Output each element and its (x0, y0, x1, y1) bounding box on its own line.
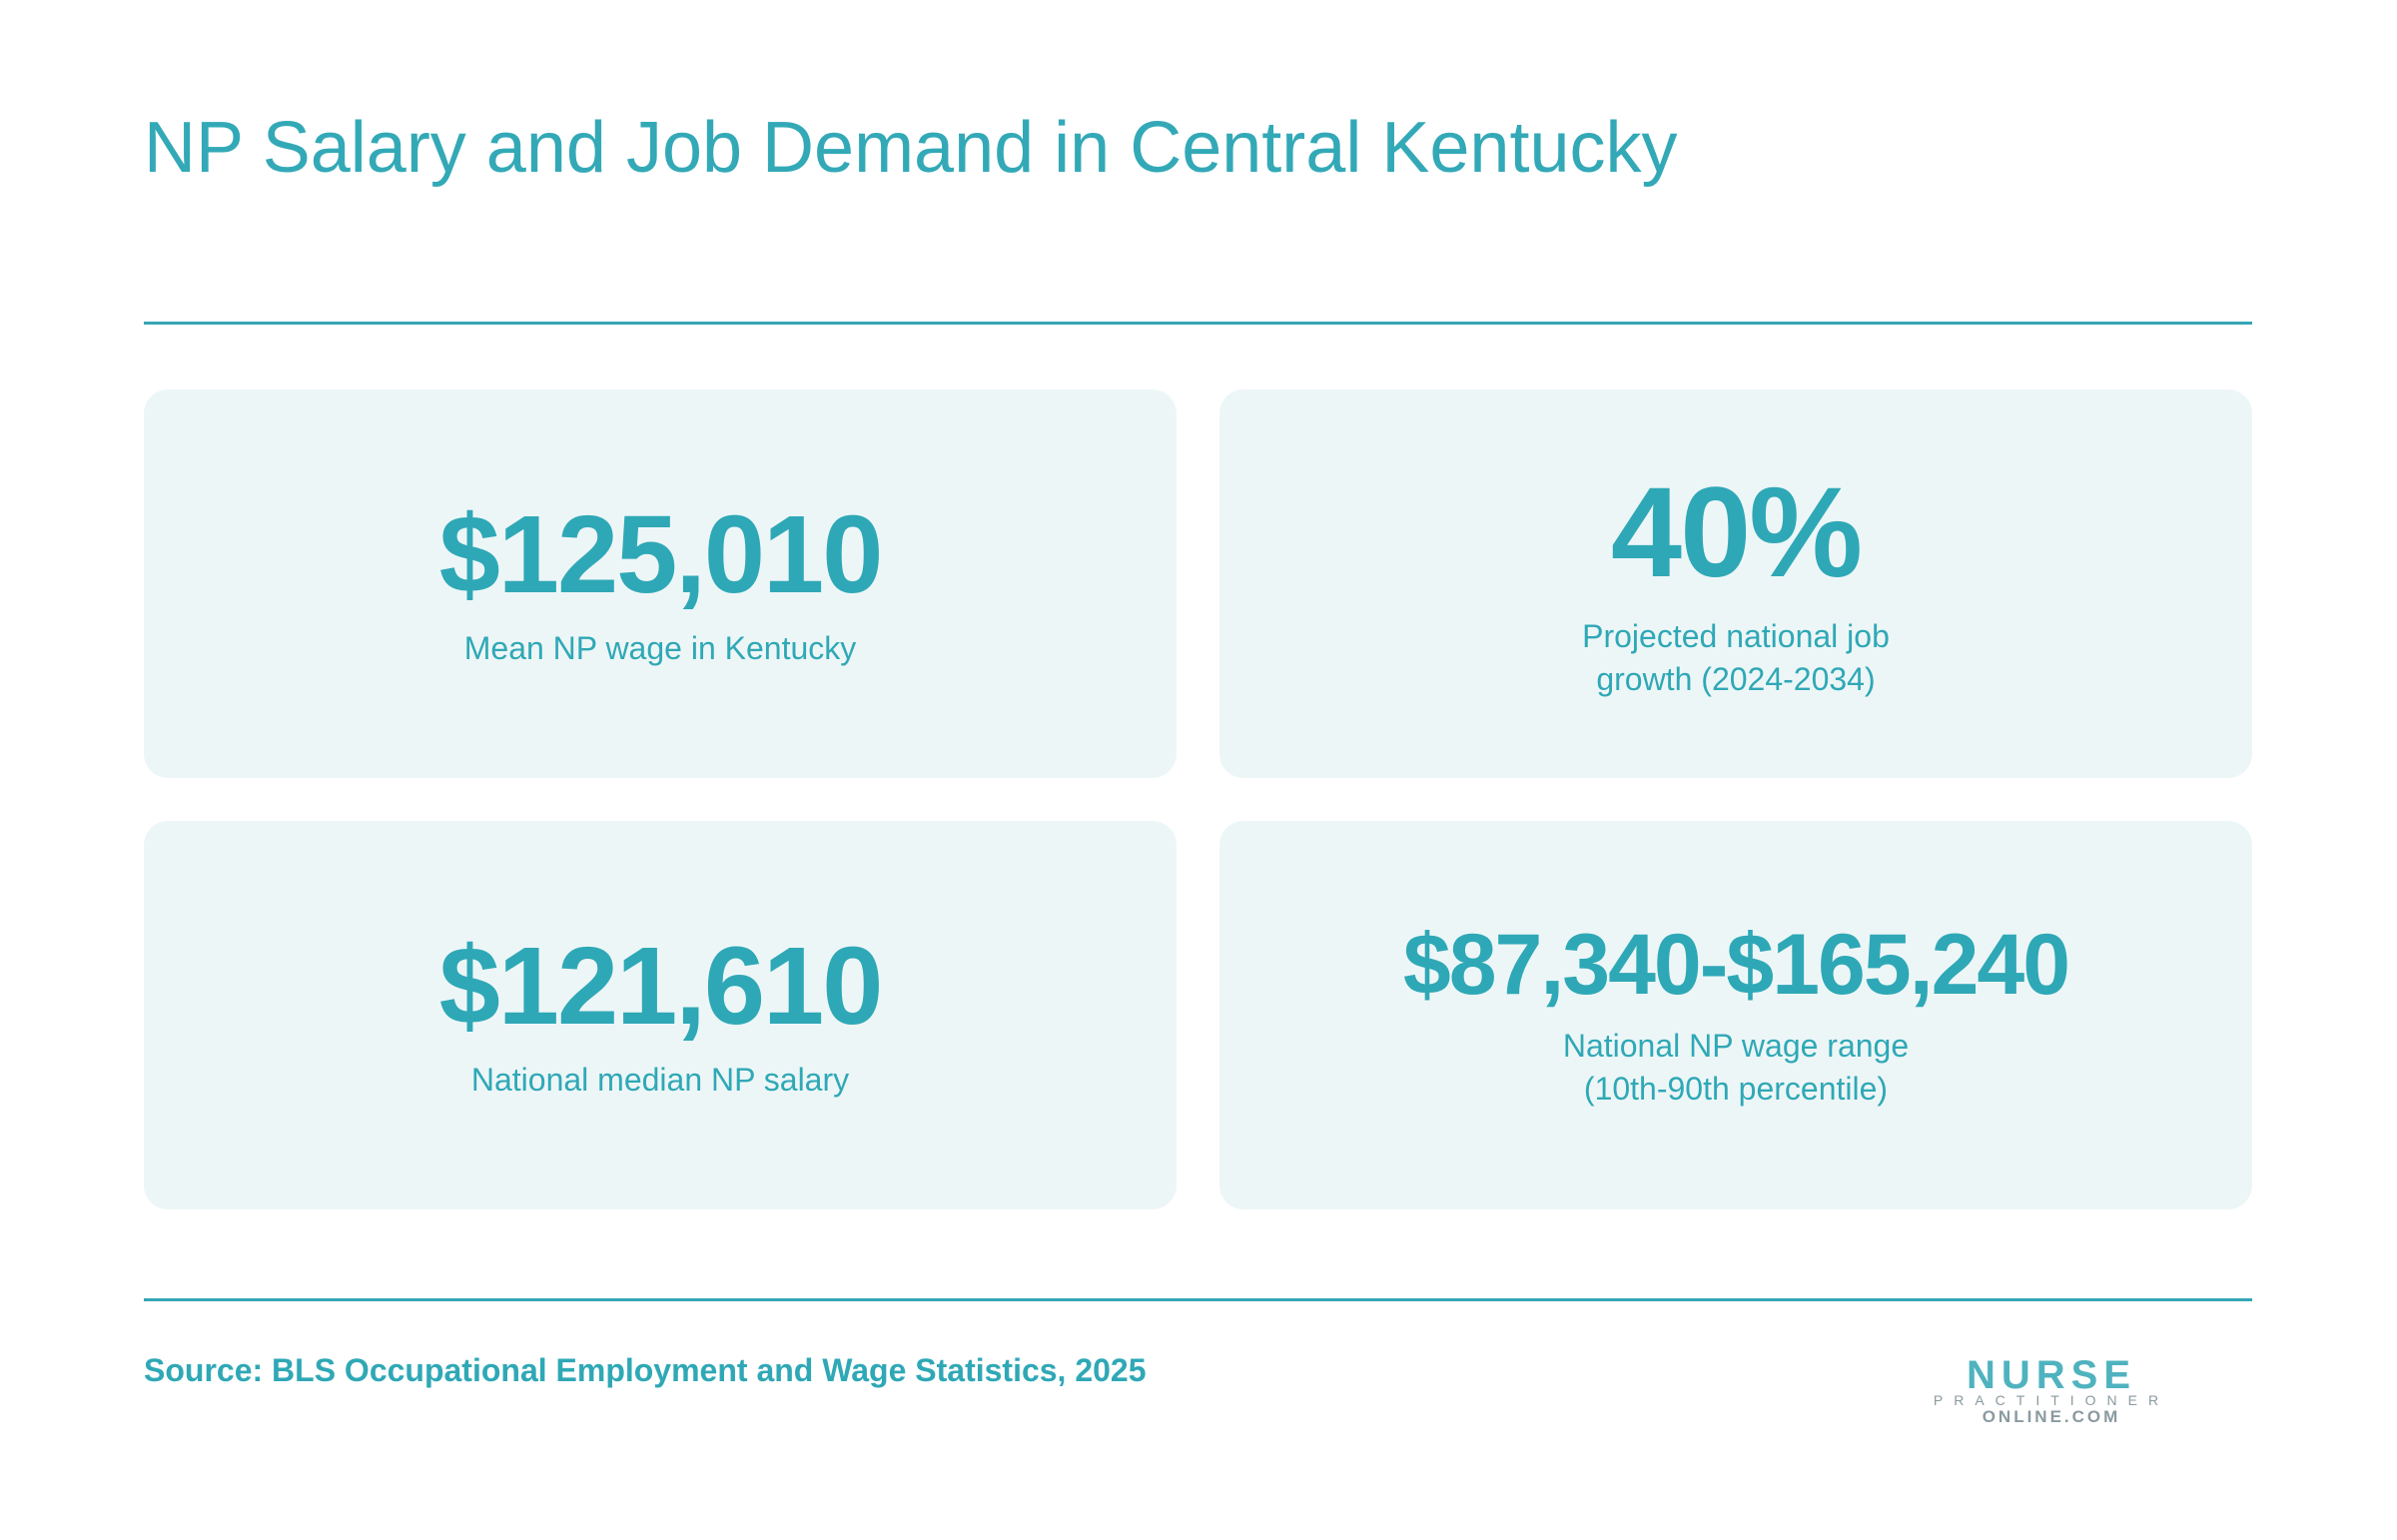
stat-label-line: National NP wage range (1562, 1027, 1910, 1064)
stat-card: 40% Projected national job growth (2024-20… (1219, 389, 2252, 778)
divider (144, 322, 2252, 325)
stat-value: $125,010 (438, 493, 884, 617)
stat-card: $125,010 Mean NP wage in Kentucky (144, 389, 1177, 778)
divider (144, 1298, 2252, 1301)
title: NP Salary and Job Demand in Central Kent… (144, 108, 1678, 188)
stat-label-line: Mean NP wage in Kentucky (463, 629, 857, 666)
logo-text: PRACTITIONER (1933, 1392, 2170, 1408)
logo-text: NURSE (1966, 1353, 2137, 1397)
stat-value: 40% (1610, 461, 1863, 605)
stat-value: $121,610 (438, 925, 884, 1049)
stat-card: $87,340-$165,240 National NP wage range (1… (1219, 821, 2252, 1209)
stat-label: Projected national job growth (2024-2034) (1582, 615, 1890, 701)
stat-label-line: (10th-90th percentile) (1583, 1070, 1889, 1107)
stat-label: Mean NP wage in Kentucky (464, 627, 857, 670)
stat-value: $87,340-$165,240 (1402, 917, 2070, 1014)
stat-label-line: National median NP salary (470, 1061, 850, 1098)
logo-text: ONLINE.COM (1982, 1407, 2121, 1426)
stat-label-line: Projected national job (1582, 617, 1890, 654)
source: Source: BLS Occupational Employment and … (144, 1352, 1147, 1388)
stat-label-line: growth (2024-2034) (1596, 660, 1876, 697)
logo: NURSE PRACTITIONER ONLINE.COM (1906, 1353, 2197, 1426)
stat-label: National median NP salary (471, 1059, 849, 1102)
stat-label: National NP wage range (10th-90th percent… (1563, 1025, 1909, 1111)
stat-card: $121,610 National median NP salary (144, 821, 1177, 1209)
